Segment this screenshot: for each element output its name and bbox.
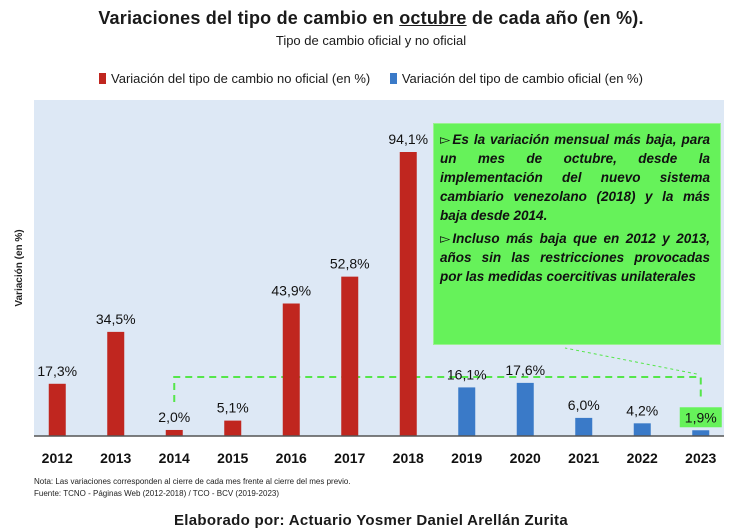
x-tick-label-2012: 2012	[42, 450, 73, 466]
bar-unofficial-2016	[282, 303, 300, 436]
x-tick-label-2022: 2022	[627, 450, 658, 466]
footnote: Nota: Las variaciones corresponden al ci…	[34, 477, 351, 486]
x-tick-label-2019: 2019	[451, 450, 482, 466]
dashed-comparison-line	[173, 376, 702, 402]
chart-subtitle: Tipo de cambio oficial y no oficial	[275, 33, 467, 48]
legend-item-official: Variación del tipo de cambio oficial (en…	[389, 71, 643, 86]
highlight-label-box	[679, 407, 722, 428]
bar-official-2019	[458, 387, 476, 436]
legend-swatch-official	[389, 73, 397, 84]
legend-swatch-unofficial	[99, 73, 107, 84]
x-tick-label-2018: 2018	[393, 450, 424, 466]
data-label-2022: 4,2%	[626, 402, 658, 418]
bar-unofficial-2012	[48, 383, 66, 436]
x-tick-label-2017: 2017	[334, 450, 365, 466]
data-label-2019: 16,1%	[447, 366, 487, 382]
bar-unofficial-2018	[399, 152, 417, 436]
data-label-2015: 5,1%	[217, 400, 249, 416]
bar-unofficial-2013	[107, 331, 125, 436]
data-label-2018: 94,1%	[388, 131, 428, 147]
bars-group	[48, 152, 710, 436]
bar-official-2022	[633, 423, 651, 436]
y-axis-label: Variación (en %)	[14, 229, 25, 306]
x-tick-label-2013: 2013	[100, 450, 131, 466]
author-credit: Elaborado por: Actuario Yosmer Daniel Ar…	[173, 512, 568, 529]
x-tick-label-2023: 2023	[685, 450, 716, 466]
callout-pointer-line	[564, 347, 697, 375]
data-label-2021: 6,0%	[568, 397, 600, 413]
callout-point-2: ▻ Incluso más baja que en 2012 y 2013, añ…	[440, 231, 710, 284]
bar-official-2023	[692, 430, 710, 436]
source-note: Fuente: TCNO - Páginas Web (2012-2018) /…	[34, 489, 280, 498]
data-label-2020: 17,6%	[505, 362, 545, 378]
callout-point-1: ▻ Es la variación mensual más baja, para …	[440, 132, 710, 223]
dashed-connector-group	[173, 347, 702, 402]
bar-official-2021	[575, 417, 593, 436]
x-tick-label-2014: 2014	[159, 450, 190, 466]
callout-bullet-icon: ▻	[440, 132, 451, 147]
x-tick-labels-group: 2012 2013 2014 2015 2016 2017 2018 2019 2020 2021…	[42, 450, 717, 466]
data-label-2023: 1,9%	[685, 409, 717, 425]
chart-legend: Variación del tipo de cambio no oficial …	[0, 71, 742, 86]
y-axis-label-group: Variación (en %)	[14, 229, 25, 306]
data-label-2014: 2,0%	[158, 409, 190, 425]
data-label-2016: 43,9%	[271, 283, 311, 299]
data-label-2017: 52,8%	[330, 256, 370, 272]
bar-unofficial-2015	[224, 420, 242, 436]
x-tick-label-2021: 2021	[568, 450, 599, 466]
data-label-2012: 17,3%	[37, 363, 77, 379]
callout-bullet-icon: ▻	[440, 231, 451, 246]
chart-title: Variaciones del tipo de cambio en octubr…	[98, 8, 644, 28]
bar-official-2020	[516, 382, 534, 436]
bar-unofficial-2014	[165, 429, 183, 436]
legend-item-unofficial: Variación del tipo de cambio no oficial …	[99, 71, 370, 86]
callout-box: ▻ Es la variación mensual más baja, para …	[433, 123, 721, 345]
x-tick-label-2020: 2020	[510, 450, 541, 466]
data-label-2013: 34,5%	[96, 311, 136, 327]
bar-unofficial-2017	[341, 276, 359, 436]
data-labels-group: 17,3% 34,5% 2,0% 5,1% 43,9% 52,8% 94,1% 16,1% 17…	[37, 131, 722, 428]
x-tick-label-2016: 2016	[276, 450, 307, 466]
x-tick-label-2015: 2015	[217, 450, 248, 466]
